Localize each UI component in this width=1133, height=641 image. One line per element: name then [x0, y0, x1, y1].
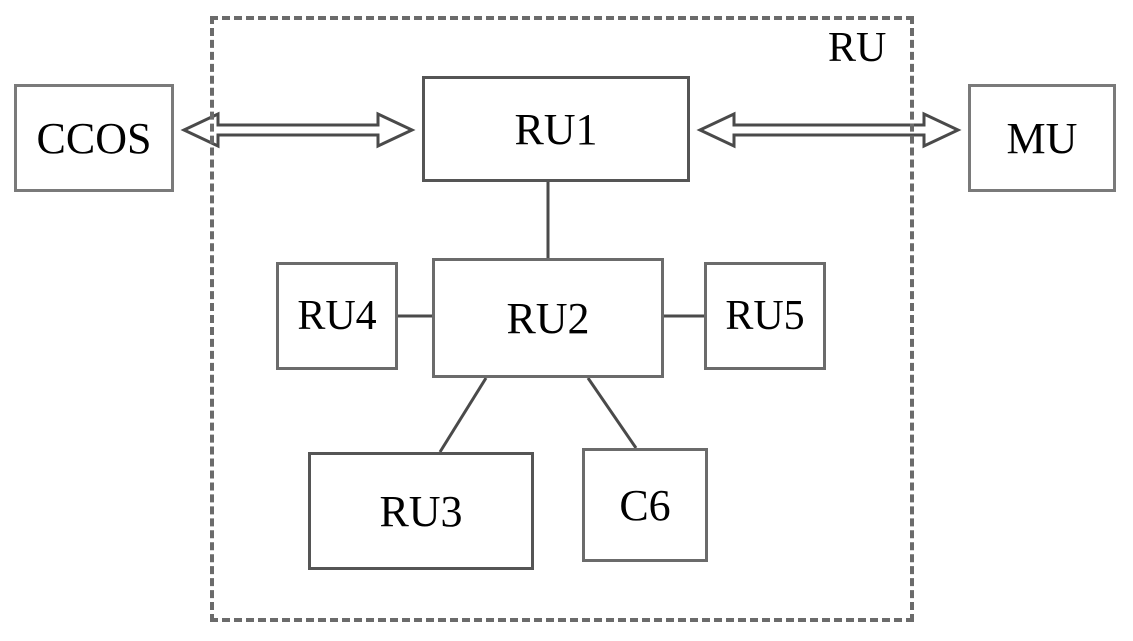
ru3-label: RU3 [379, 486, 462, 537]
ru4-label: RU4 [297, 292, 376, 340]
ru1-label: RU1 [514, 104, 597, 155]
ccos-label: CCOS [37, 113, 152, 164]
ru2-block: RU2 [432, 258, 664, 378]
ru-container-label: RU [828, 24, 886, 72]
ru1-block: RU1 [422, 76, 690, 182]
diagram-canvas: RU CCOS MU RU1 RU2 RU4 RU5 RU3 C6 [0, 0, 1133, 641]
ru3-block: RU3 [308, 452, 534, 570]
ru4-block: RU4 [276, 262, 398, 370]
ru5-label: RU5 [725, 292, 804, 340]
ru5-block: RU5 [704, 262, 826, 370]
mu-block: MU [968, 84, 1116, 192]
c6-label: C6 [619, 480, 670, 531]
c6-block: C6 [582, 448, 708, 562]
ru2-label: RU2 [506, 293, 589, 344]
ccos-block: CCOS [14, 84, 174, 192]
mu-label: MU [1007, 113, 1078, 164]
